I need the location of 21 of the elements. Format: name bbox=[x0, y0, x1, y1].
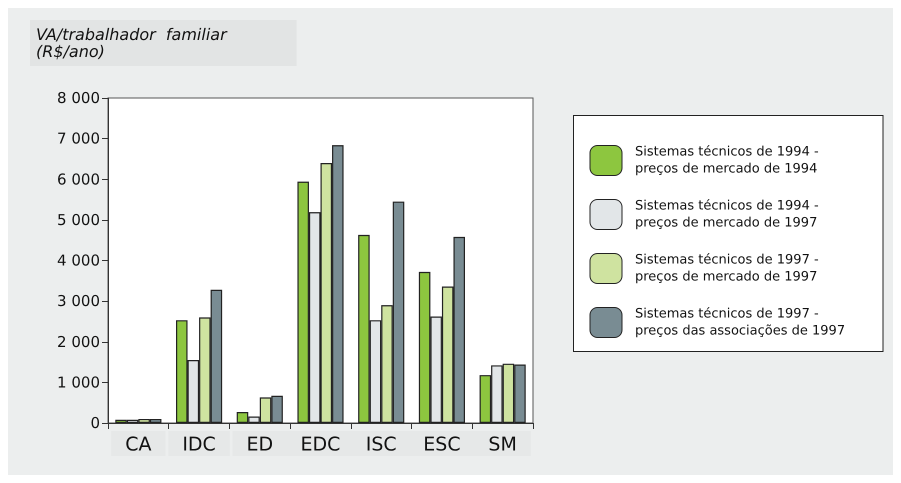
x-tick-label: SM bbox=[488, 434, 517, 456]
y-tick-label: 3 000 bbox=[57, 292, 100, 310]
legend-label: Sistemas técnicos de 1997 - preços de mercado de 1997 bbox=[635, 252, 823, 284]
y-tick-label: 5 000 bbox=[57, 210, 100, 229]
legend-label: Sistemas técnicos de 1997 - preços das associações de 1997 bbox=[635, 306, 846, 338]
x-tick-label: ESC bbox=[423, 434, 461, 456]
x-tick-label: CA bbox=[125, 434, 152, 456]
y-tick-label: 7 000 bbox=[57, 130, 100, 148]
legend-label: Sistemas técnicos de 1994 - preços de mercado de 1994 bbox=[635, 144, 823, 176]
y-tick-label: 0 bbox=[90, 414, 100, 432]
x-tick-label: ISC bbox=[366, 434, 397, 456]
y-tick-label: 4 000 bbox=[57, 252, 100, 270]
x-tick-label: ED bbox=[246, 434, 274, 456]
chart-title: VA/trabalhador familiar (R$/ano) bbox=[36, 25, 228, 61]
legend-label: Sistemas técnicos de 1994 - preços de mercado de 1997 bbox=[635, 198, 823, 230]
x-tick-label: IDC bbox=[182, 434, 216, 456]
y-tick-label: 6 000 bbox=[57, 170, 100, 188]
y-tick-label: 2 000 bbox=[57, 332, 100, 351]
x-tick-label: EDC bbox=[300, 434, 340, 456]
y-tick-label: 1 000 bbox=[57, 373, 100, 392]
y-tick-label: 8 000 bbox=[57, 89, 100, 107]
